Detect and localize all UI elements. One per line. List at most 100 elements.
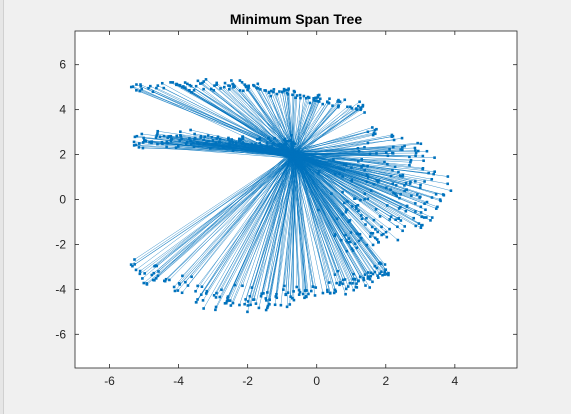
tree-edge bbox=[297, 157, 368, 167]
tree-node bbox=[183, 81, 187, 84]
tree-node bbox=[166, 136, 170, 139]
tree-node bbox=[188, 137, 191, 140]
tree-node bbox=[201, 299, 205, 302]
tree-node bbox=[304, 295, 308, 298]
tree-node bbox=[265, 144, 269, 147]
tree-node bbox=[371, 126, 374, 129]
tree-node bbox=[383, 270, 386, 274]
tree-edge bbox=[295, 153, 344, 281]
tree-node bbox=[334, 290, 338, 293]
tree-node bbox=[363, 111, 366, 114]
tree-node bbox=[138, 269, 142, 273]
tree-node bbox=[279, 142, 282, 146]
tree-node bbox=[352, 288, 355, 292]
tree-edge bbox=[291, 149, 390, 158]
tree-node bbox=[375, 178, 378, 182]
tree-node bbox=[214, 305, 218, 309]
tree-node bbox=[265, 147, 269, 150]
tree-node bbox=[268, 298, 271, 301]
tree-node bbox=[234, 142, 238, 146]
tree-node bbox=[260, 292, 263, 296]
tree-node bbox=[295, 285, 299, 289]
tree-node bbox=[397, 170, 400, 174]
tree-node bbox=[333, 273, 337, 276]
tree-node bbox=[205, 141, 208, 144]
tree-edge bbox=[156, 154, 297, 267]
tree-node bbox=[227, 87, 231, 91]
tree-node bbox=[416, 149, 420, 153]
tree-node bbox=[135, 83, 138, 86]
tree-node bbox=[273, 303, 277, 307]
tree-node bbox=[286, 93, 290, 96]
tree-node bbox=[364, 284, 367, 287]
tree-edge bbox=[297, 108, 353, 158]
tree-node bbox=[359, 108, 362, 112]
tree-node bbox=[404, 209, 408, 213]
tree-node bbox=[386, 162, 389, 166]
tree-node bbox=[289, 133, 293, 137]
tree-node bbox=[228, 140, 231, 143]
tree-node bbox=[366, 175, 370, 179]
tree-node bbox=[248, 294, 252, 298]
tree-node bbox=[241, 141, 245, 144]
tree-edge bbox=[294, 153, 424, 161]
tree-node bbox=[173, 289, 177, 293]
tree-node bbox=[280, 90, 284, 94]
tree-node bbox=[365, 173, 369, 177]
tree-edge bbox=[292, 109, 358, 158]
tree-node bbox=[203, 135, 207, 138]
tree-node bbox=[419, 205, 423, 209]
tree-node bbox=[335, 217, 339, 221]
tree-node bbox=[340, 238, 343, 242]
tree-node bbox=[157, 270, 160, 273]
tree-node bbox=[185, 140, 189, 144]
tree-node bbox=[182, 85, 185, 88]
tree-node bbox=[375, 266, 379, 270]
tree-node bbox=[409, 158, 413, 162]
tree-node bbox=[414, 151, 418, 155]
tree-node bbox=[373, 264, 377, 268]
y-tick-label: 0 bbox=[59, 193, 66, 207]
tree-edge bbox=[245, 150, 294, 300]
tree-edge bbox=[292, 158, 343, 284]
tree-node bbox=[135, 134, 139, 138]
tree-node bbox=[351, 282, 354, 285]
tree-node bbox=[218, 295, 222, 299]
tree-node bbox=[371, 280, 374, 284]
tree-node bbox=[327, 281, 331, 284]
tree-node bbox=[375, 152, 378, 155]
tree-node bbox=[233, 283, 237, 287]
tree-node bbox=[345, 239, 348, 243]
tree-node bbox=[429, 219, 432, 222]
tree-node bbox=[169, 81, 172, 84]
tree-node bbox=[342, 163, 346, 167]
tree-node bbox=[373, 128, 377, 132]
tree-node bbox=[285, 88, 288, 92]
tree-node bbox=[286, 291, 290, 294]
tree-node bbox=[410, 194, 413, 197]
tree-edge bbox=[297, 156, 369, 279]
tree-node bbox=[343, 278, 347, 281]
tree-node bbox=[313, 294, 317, 297]
tree-node bbox=[372, 218, 376, 222]
tree-edge bbox=[294, 156, 416, 204]
tree-edge bbox=[296, 155, 371, 237]
tree-edge bbox=[296, 152, 298, 288]
tree-node bbox=[222, 85, 226, 89]
tree-node bbox=[285, 139, 289, 143]
tree-node bbox=[381, 273, 384, 277]
tree-edge bbox=[290, 96, 309, 156]
tree-node bbox=[272, 143, 275, 146]
tree-node bbox=[238, 303, 241, 307]
tree-edge bbox=[164, 153, 294, 281]
tree-edge bbox=[291, 134, 392, 155]
tree-edge bbox=[285, 156, 298, 295]
tree-node bbox=[390, 133, 394, 137]
tree-node bbox=[365, 180, 369, 184]
tree-node bbox=[369, 271, 373, 275]
tree-node bbox=[423, 180, 426, 183]
tree-node bbox=[204, 78, 208, 81]
tree-node bbox=[259, 294, 263, 298]
tree-node bbox=[289, 295, 292, 298]
